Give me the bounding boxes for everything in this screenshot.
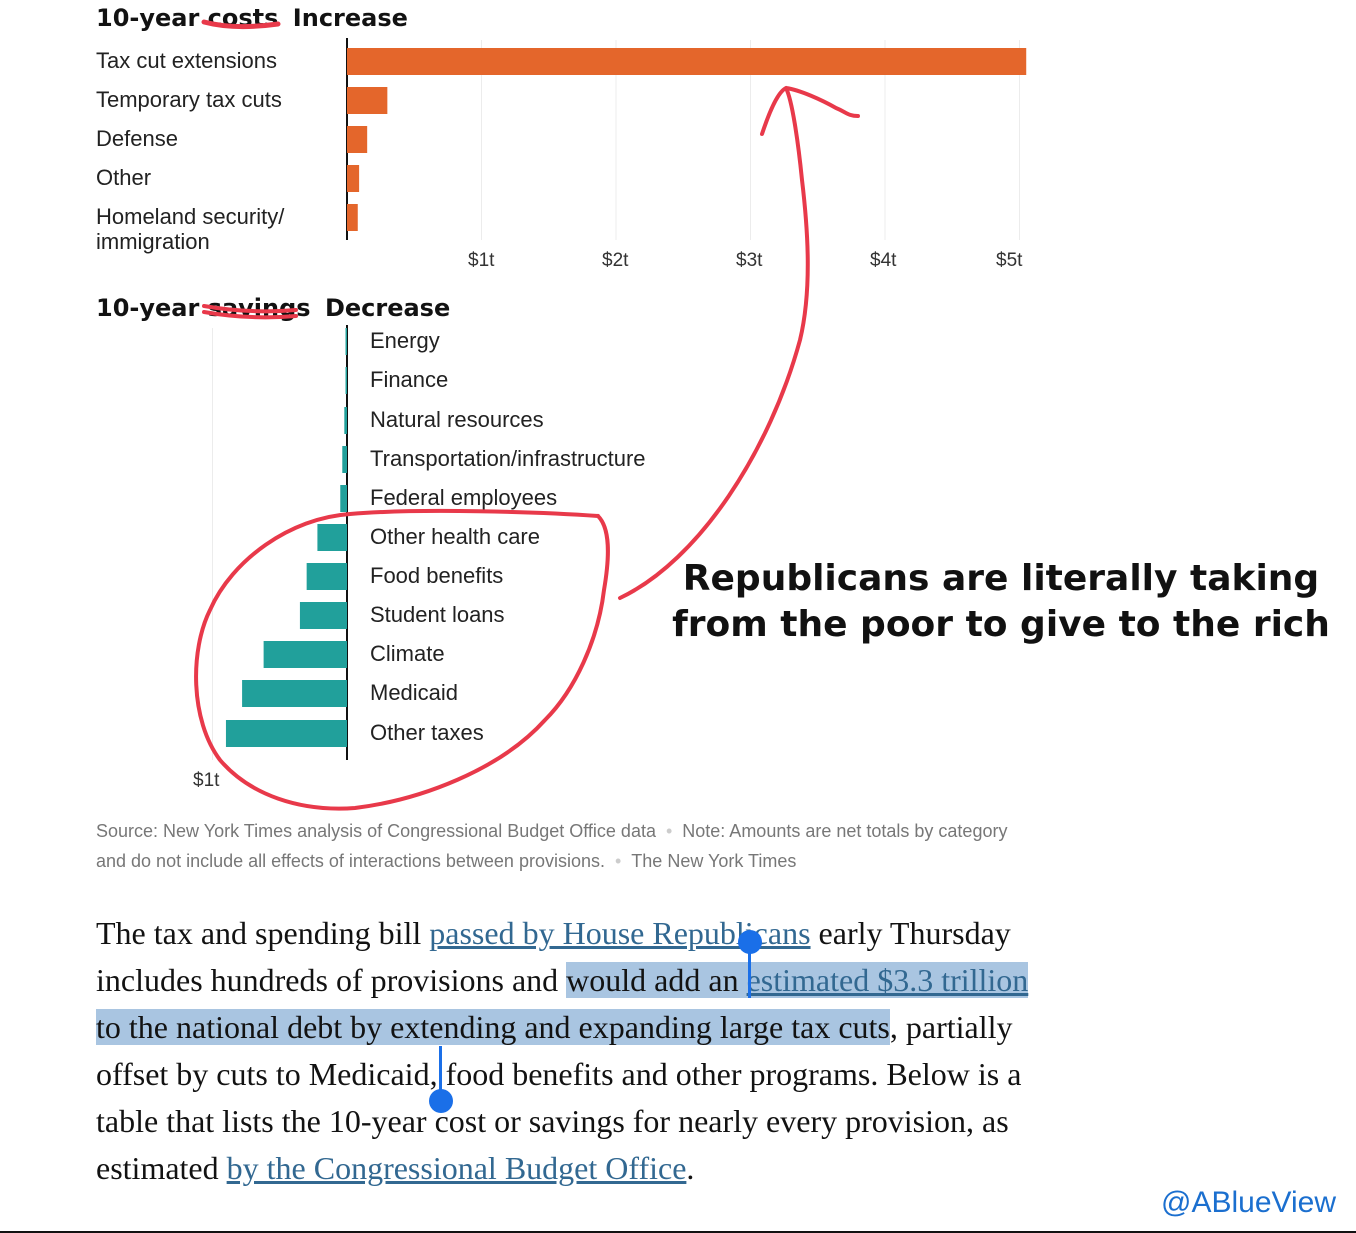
separator-dot-icon: • (614, 851, 622, 871)
selected-text[interactable]: to the national debt by extending and ex… (96, 1009, 890, 1045)
article-text: , partially offset by cuts to Medicaid, … (96, 1009, 1022, 1186)
article-text: early Thursday includes hundreds of prov… (96, 915, 1011, 998)
savings-label: Finance (370, 367, 449, 392)
cost-label: Temporary tax cuts (96, 87, 282, 112)
selection-start-handle[interactable] (748, 944, 751, 998)
cost-tick-label: $5t (996, 250, 1023, 271)
savings-label: Other health care (370, 524, 540, 549)
savings-chart-title: 10-year savings Decrease (96, 294, 450, 322)
cost-bars (347, 48, 1027, 231)
cost-title-annotation: Increase (292, 4, 408, 32)
savings-title-prefix: 10-year (96, 294, 200, 322)
note-text: Note: Amounts are net totals by category… (96, 821, 1008, 871)
savings-bar (317, 524, 347, 551)
author-handle: @ABlueView (1161, 1186, 1336, 1219)
cost-bar (347, 87, 388, 114)
cost-tick-label: $2t (602, 250, 629, 271)
article-text: . (686, 1150, 695, 1186)
savings-bar (299, 602, 347, 629)
scribble-strike-icon (201, 19, 281, 30)
article-paragraph: The tax and spending bill passed by Hous… (96, 910, 1036, 1192)
source-note: Source: New York Times analysis of Congr… (96, 816, 1026, 876)
cost-title-prefix: 10-year (96, 4, 200, 32)
callout-text: Republicans are literally taking from th… (672, 558, 1330, 645)
article-text: The tax and spending bill (96, 915, 430, 951)
savings-bar (263, 641, 347, 668)
scribble-circle-icon (194, 508, 610, 811)
savings-label: Energy (370, 328, 440, 353)
savings-label: Other taxes (370, 720, 484, 745)
savings-bars (225, 328, 347, 747)
cost-bar (347, 204, 358, 231)
separator-dot-icon: • (665, 821, 673, 841)
savings-bar (344, 407, 347, 434)
link-estimated-cost[interactable]: estimated $3.3 trillion (746, 962, 1029, 998)
cost-tick-label: $1t (468, 250, 495, 271)
savings-bar (306, 563, 347, 590)
hand-drawn-arrow-icon (618, 86, 860, 600)
savings-bar (242, 680, 347, 707)
selected-text[interactable]: would add an (566, 962, 747, 998)
savings-label: Natural resources (370, 407, 544, 432)
selection-start-knob[interactable] (738, 930, 762, 954)
savings-label: Medicaid (370, 680, 459, 705)
savings-label: Federal employees (370, 485, 558, 510)
link-cbo[interactable]: by the Congressional Budget Office (226, 1150, 687, 1186)
cost-bar (347, 48, 1027, 75)
cost-label: Other (96, 165, 152, 190)
bottom-divider (0, 1231, 1356, 1233)
cost-tick-label: $4t (870, 250, 897, 271)
savings-bar (340, 485, 347, 512)
scribble-strike-icon (201, 304, 298, 320)
savings-label: Food benefits (370, 563, 504, 588)
credit-text: The New York Times (631, 851, 797, 871)
selection-end-knob[interactable] (429, 1089, 453, 1113)
savings-label: Student loans (370, 602, 505, 627)
savings-bar (342, 446, 347, 473)
cost-label: Homeland security/ immigration (96, 204, 285, 254)
savings-tick-label: $1t (193, 770, 220, 791)
cost-label: Defense (96, 126, 178, 151)
source-text: Source: New York Times analysis of Congr… (96, 821, 656, 841)
selection-end-handle[interactable] (439, 1046, 442, 1098)
cost-bar (347, 126, 368, 153)
savings-label: Climate (370, 641, 445, 666)
cost-tick-label: $3t (736, 250, 763, 271)
savings-label: Transportation/infrastructure (370, 446, 646, 471)
cost-title-struck-word: costs (201, 4, 287, 32)
savings-title-struck-word: savings (201, 294, 319, 322)
savings-bar (225, 720, 347, 747)
savings-title-annotation: Decrease (324, 294, 451, 322)
savings-bar (345, 367, 347, 394)
cost-chart-title: 10-year costs Increase (96, 4, 408, 32)
savings-bar (345, 328, 347, 355)
cost-bar (347, 165, 360, 192)
cost-label: Tax cut extensions (96, 48, 277, 73)
